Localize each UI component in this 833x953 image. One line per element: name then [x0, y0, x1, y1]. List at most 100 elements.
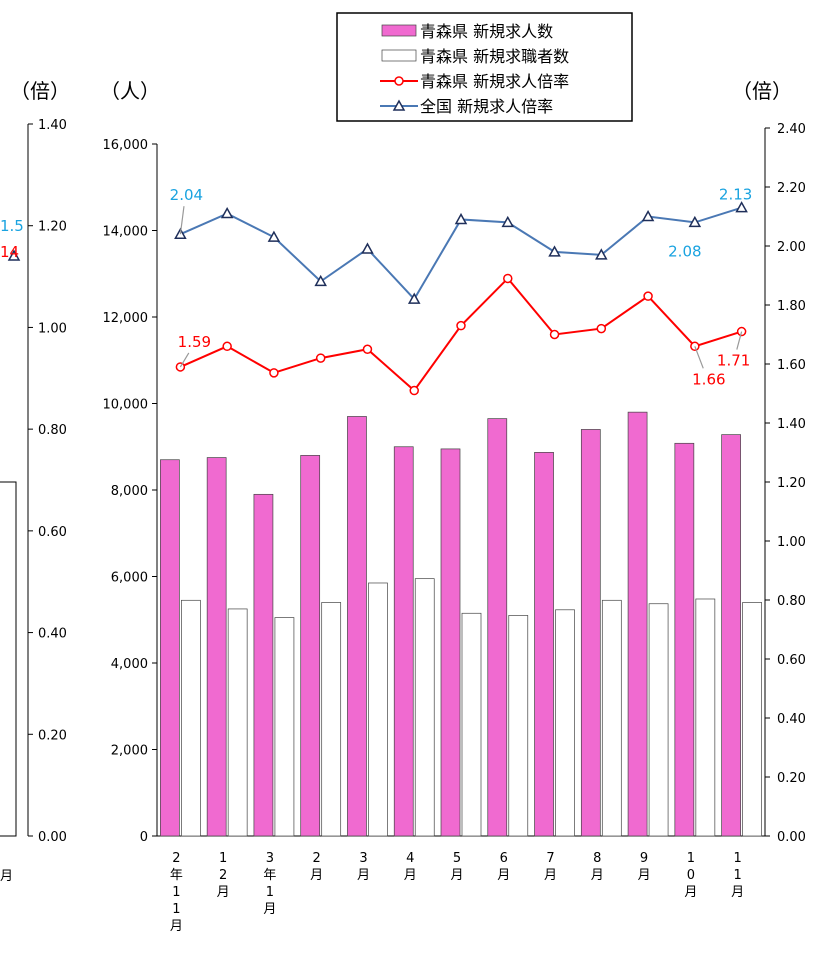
right-axis-tick-label: 0.20: [777, 771, 806, 786]
right-axis-tick-label: 1.60: [777, 358, 806, 373]
data-label: 1.71: [717, 352, 750, 370]
left-fragment-tick-label: 0.80: [38, 423, 67, 438]
category-label: 1 2 月: [217, 851, 230, 900]
category-label-char: 3: [359, 851, 367, 866]
category-label: 7月: [544, 851, 557, 883]
right-axis-tick-label: 2.20: [777, 181, 806, 196]
category-label-char: 2: [313, 851, 321, 866]
right-axis-tick-label: 0.40: [777, 712, 806, 727]
left-fragment-tick-label: 0.20: [38, 728, 67, 743]
point-national-ratio: [641, 209, 655, 222]
left-fragment-tick-label: 1.20: [38, 220, 67, 235]
point-aomori-ratio: [222, 341, 232, 352]
point-national-ratio: [267, 230, 281, 242]
legend-swatch: [381, 24, 417, 37]
bar-job-openings: [206, 457, 227, 837]
data-label: 1.59: [178, 333, 211, 351]
bar-job-seekers: [414, 578, 435, 837]
data-label-leader: [694, 346, 704, 369]
bar-job-seekers: [508, 615, 529, 837]
bar-job-openings: [721, 434, 741, 837]
category-label: 4月: [404, 851, 417, 883]
category-label: 3月: [357, 851, 370, 883]
category-label: 1 0 月: [684, 851, 697, 900]
point-national-ratio: [735, 201, 748, 213]
category-label-char: 1: [172, 885, 180, 900]
legend-entry: 青森県 新規求人数: [381, 22, 553, 41]
bar-job-seekers: [601, 599, 622, 837]
bar-job-openings: [534, 452, 554, 837]
point-aomori-ratio: [269, 368, 279, 378]
category-label: 2月: [310, 851, 323, 883]
point-aomori-ratio: [315, 353, 326, 363]
left-fragment-tick-label: 0.60: [38, 525, 67, 540]
left-fragment-bar: [0, 481, 17, 837]
point-aomori-ratio: [503, 273, 513, 284]
right-axis-tick-label: 1.40: [777, 417, 806, 432]
category-label-char: 年: [263, 868, 276, 883]
left-axis-tick-label: 14,000: [103, 225, 149, 240]
data-label: 2.08: [668, 242, 701, 260]
category-label-char: 7: [546, 851, 554, 866]
left-chart-fragment: （倍） 0.00 0.20 0.40 0.60 0.80 1.00 1.20 1.40 1.5…: [0, 79, 70, 884]
data-label: 2.13: [719, 186, 752, 204]
point-national-ratio: [595, 248, 608, 260]
data-label: 2.04: [170, 186, 203, 204]
right-axis-tick-label: 1.80: [777, 299, 806, 314]
left-axis-tick-label: 4,000: [111, 657, 148, 672]
point-aomori-ratio: [362, 344, 373, 354]
legend-swatch: [381, 49, 417, 62]
legend-entry: 全国 新規求人倍率: [380, 97, 553, 116]
category-label: 3 年 1 月: [263, 851, 276, 917]
category-label-char: 1: [172, 902, 180, 917]
left-fragment-tick-label: 0.00: [38, 830, 67, 845]
category-label-char: 月: [217, 885, 230, 900]
category-label-char: 1: [733, 868, 741, 883]
point-aomori-ratio: [643, 291, 653, 301]
bar-job-openings: [674, 442, 695, 837]
point-national-ratio: [501, 215, 515, 228]
left-fragment-marker: [7, 249, 21, 261]
left-axis-unit-label: （人）: [100, 79, 160, 103]
left-axis-tick-label: 8,000: [111, 484, 148, 499]
point-national-ratio: [407, 292, 421, 304]
category-label-char: 0: [687, 868, 695, 883]
bar-job-openings: [160, 459, 180, 837]
legend-label: 全国 新規求人倍率: [420, 97, 553, 116]
bar-job-seekers: [227, 608, 248, 837]
left-axis-tick-label: 2,000: [111, 744, 148, 759]
bar-job-seekers: [742, 602, 762, 837]
legend-marker: [392, 99, 406, 111]
left-fragment-tick-label: 0.40: [38, 627, 67, 642]
point-aomori-ratio: [596, 323, 607, 334]
left-axis-tick-label: 12,000: [103, 311, 149, 326]
data-label-leader: [736, 331, 743, 350]
line-aomori-ratio: [179, 276, 742, 393]
left-fragment-unit-label: （倍）: [10, 79, 70, 103]
legend-label: 青森県 新規求人数: [420, 22, 553, 41]
bar-job-openings: [300, 455, 321, 837]
bar-job-seekers: [321, 602, 342, 837]
left-fragment-month: 月: [0, 869, 13, 884]
point-aomori-ratio: [549, 329, 560, 340]
bar-job-seekers: [368, 582, 388, 837]
legend-entry: 青森県 新規求人倍率: [380, 72, 569, 91]
category-label-char: 月: [591, 868, 604, 883]
data-label: 1.66: [692, 370, 725, 388]
category-label-char: 月: [684, 885, 697, 900]
data-label-leader: [179, 206, 185, 235]
data-label-leader: [179, 352, 190, 368]
category-label-char: 月: [263, 902, 276, 917]
bar-job-openings: [253, 493, 274, 837]
legend-marker: [394, 76, 404, 86]
category-label: 1 1 月: [731, 851, 744, 900]
category-label-char: 月: [310, 868, 323, 883]
point-national-ratio: [688, 215, 702, 228]
category-label-char: 月: [357, 868, 370, 883]
point-aomori-ratio: [409, 385, 419, 396]
left-axis-tick-label: 0: [140, 830, 148, 845]
bar-job-seekers: [695, 598, 716, 837]
category-label-char: 年: [170, 868, 183, 883]
